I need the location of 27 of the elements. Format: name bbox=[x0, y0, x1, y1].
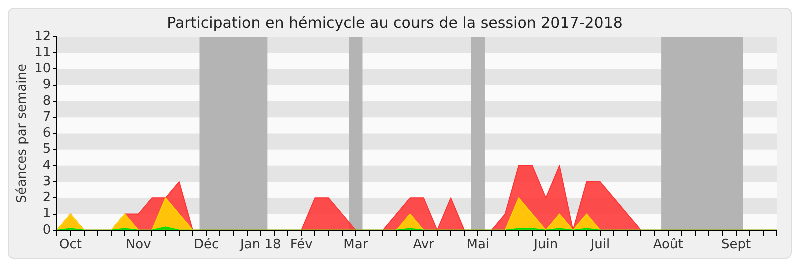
x-tick-label: Sept bbox=[721, 238, 752, 253]
y-tick-label: 1 bbox=[42, 206, 52, 222]
y-tick-label: 11 bbox=[34, 45, 52, 60]
y-tick-label: 0 bbox=[42, 222, 52, 238]
x-tick-label: Juil bbox=[590, 238, 610, 253]
y-tick-label: 6 bbox=[42, 126, 52, 142]
x-tick-label: Nov bbox=[126, 238, 152, 253]
x-tick-label: Avr bbox=[413, 238, 436, 253]
x-tick-label: Mai bbox=[466, 238, 490, 253]
x-tick-label: Fév bbox=[290, 238, 314, 253]
y-tick-label: 7 bbox=[42, 110, 52, 125]
y-tick-label: 2 bbox=[42, 190, 52, 206]
y-tick-label: 5 bbox=[42, 142, 52, 158]
x-tick-label: Juin bbox=[533, 238, 558, 253]
y-tick-label: 3 bbox=[42, 174, 52, 190]
x-tick-label: Août bbox=[653, 238, 684, 253]
y-tick-label: 10 bbox=[34, 62, 52, 77]
y-tick-label: 9 bbox=[42, 78, 52, 93]
y-axis-title: Séances par semaine bbox=[15, 64, 30, 204]
x-tick-label: Jan 18 bbox=[240, 238, 282, 253]
y-tick-label: 8 bbox=[42, 94, 52, 109]
x-tick-label: Mar bbox=[344, 238, 369, 253]
x-tick-label: Déc bbox=[194, 238, 220, 253]
y-tick-label: 12 bbox=[34, 29, 52, 44]
x-tick-label: Oct bbox=[59, 238, 82, 253]
chart-title: Participation en hémicycle au cours de la session 2017-2018 bbox=[167, 14, 623, 32]
y-tick-label: 4 bbox=[42, 158, 52, 174]
